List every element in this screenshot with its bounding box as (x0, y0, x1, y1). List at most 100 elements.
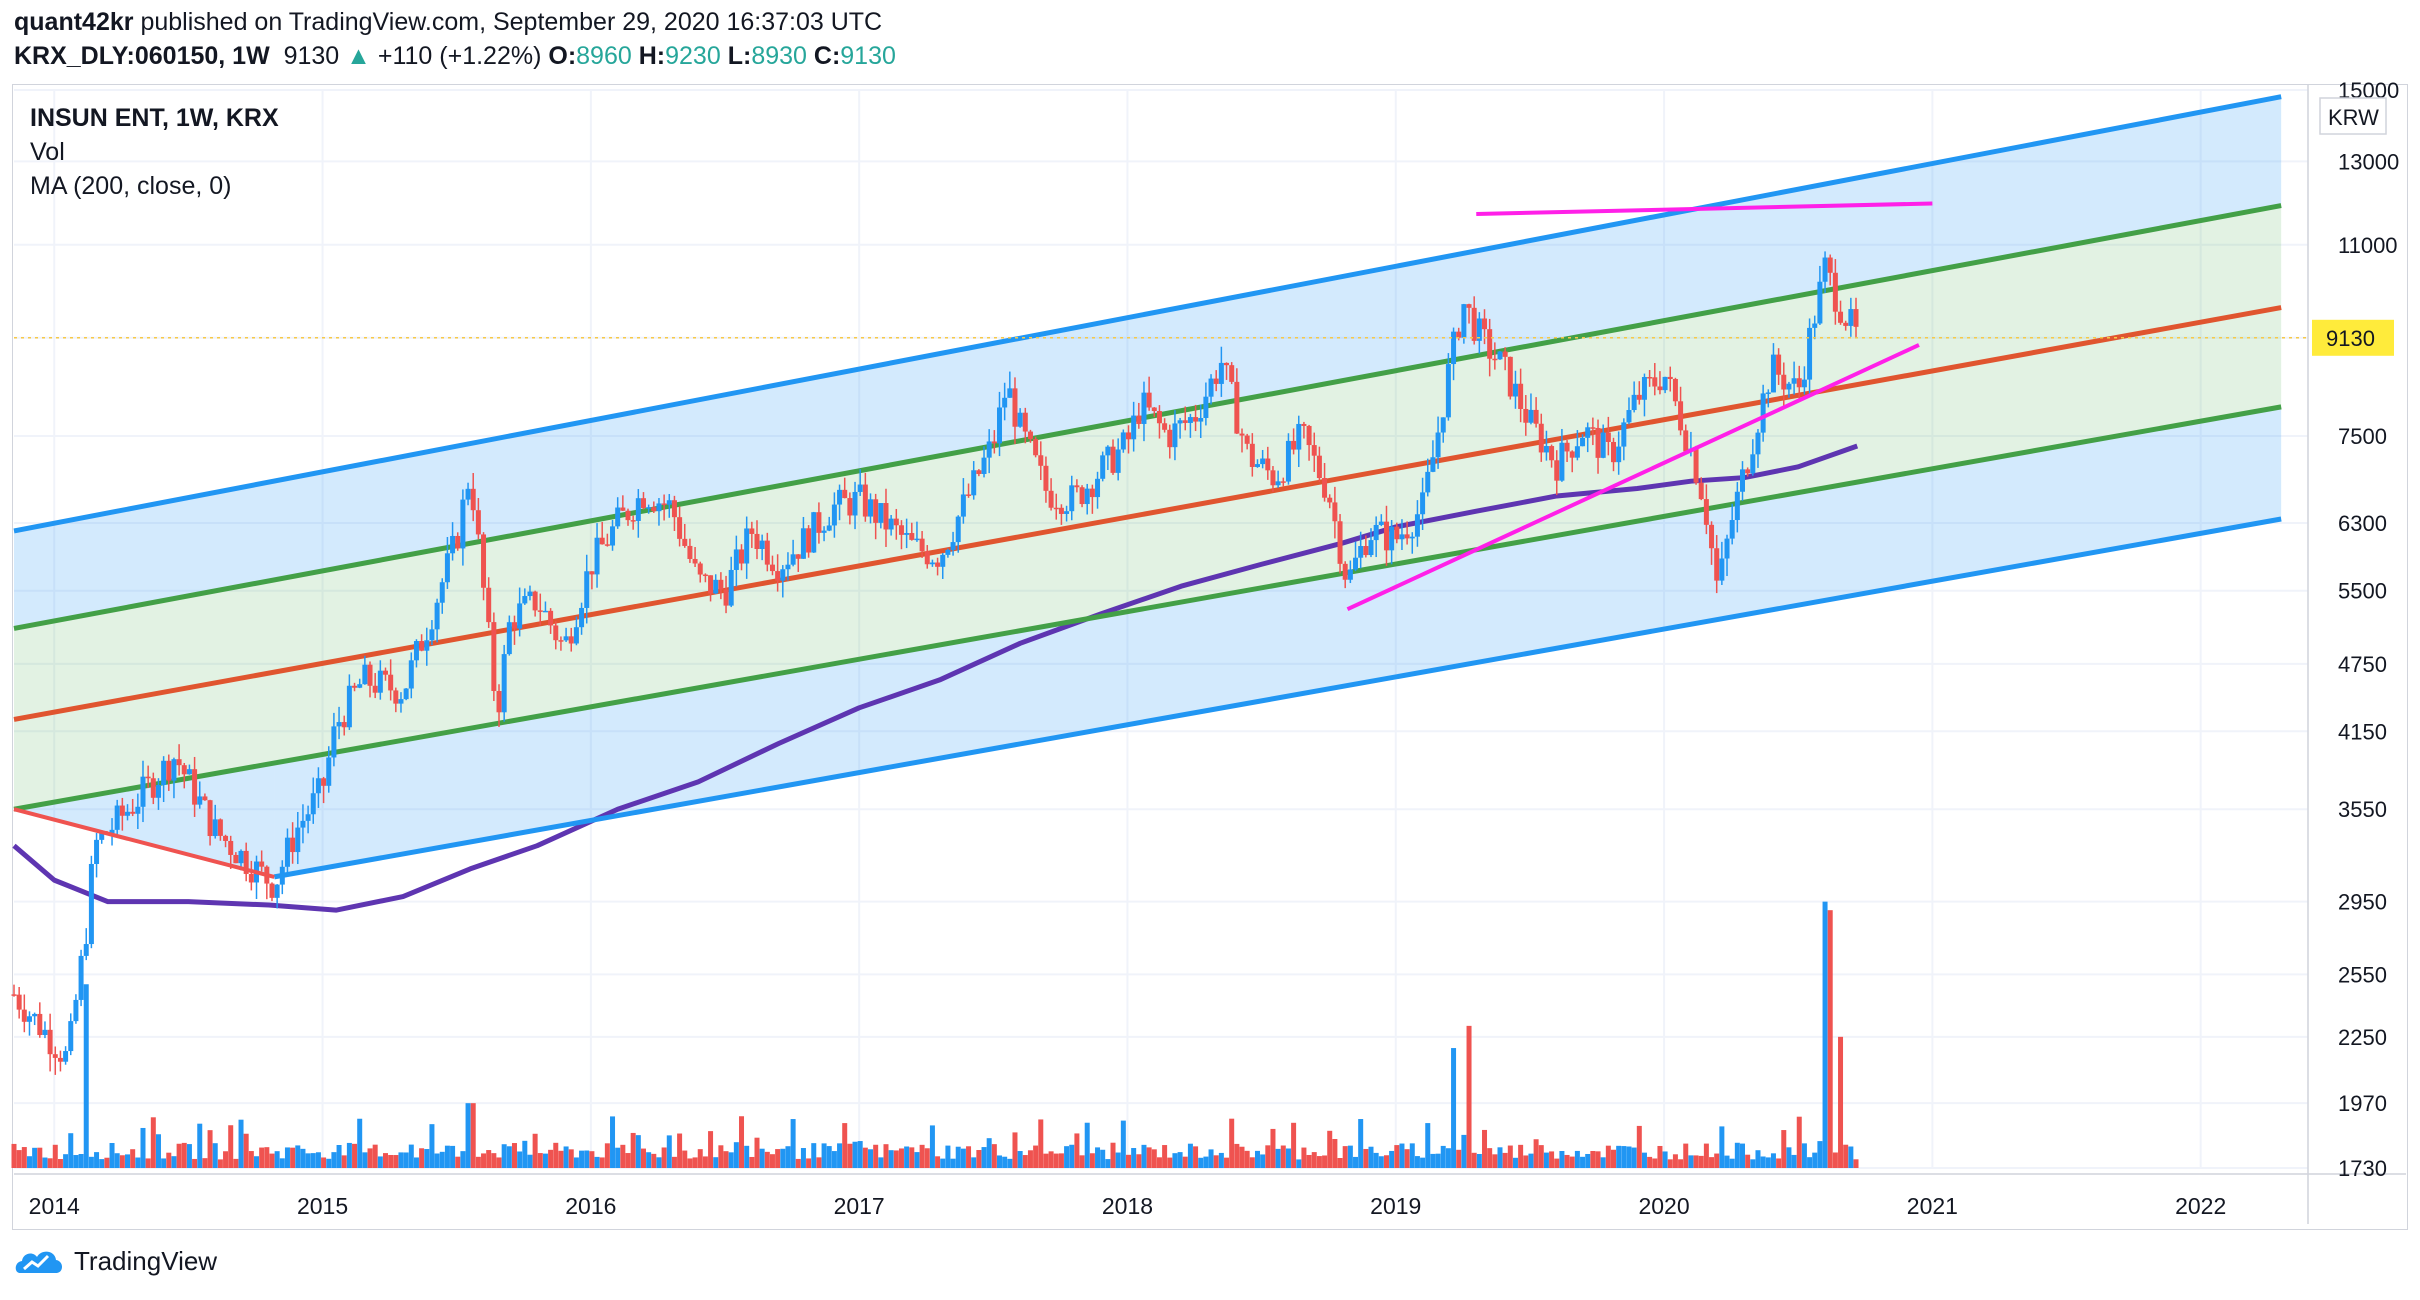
candle-body (68, 1021, 74, 1052)
volume-bar (1430, 1153, 1436, 1168)
trend-line (1346, 343, 1920, 612)
volume-bar (532, 1133, 538, 1168)
y-tick-label: 4150 (2338, 719, 2387, 744)
volume-bar (1110, 1142, 1116, 1168)
volume-bar (140, 1127, 146, 1168)
candle-body (1146, 392, 1152, 408)
volume-bar (1420, 1157, 1426, 1168)
candle-body (1167, 429, 1173, 448)
volume-bar (1198, 1157, 1204, 1168)
volume-bar (295, 1145, 301, 1168)
volume-bar (573, 1157, 579, 1168)
candle-body (888, 518, 894, 530)
volume-bar (981, 1147, 987, 1168)
volume-bar (1471, 1152, 1477, 1168)
volume-bar (537, 1153, 543, 1168)
candle-body (94, 839, 100, 864)
candle-body (1585, 427, 1591, 438)
candle-body (1187, 417, 1193, 423)
candle-body (1156, 411, 1162, 424)
volume-bar (991, 1144, 997, 1168)
candle-body (713, 579, 719, 594)
volume-bar (233, 1158, 239, 1168)
volume-bar (1652, 1158, 1658, 1168)
candle-body (1693, 448, 1699, 483)
volume-bar (1786, 1147, 1792, 1168)
candle-body (450, 535, 456, 554)
candle-body (1543, 446, 1549, 453)
volume-bar (274, 1151, 280, 1168)
legend-title: INSUN ENT, 1W, KRX (30, 104, 279, 132)
candle-body (842, 489, 848, 499)
author-name[interactable]: quant42kr (14, 8, 134, 36)
legend-vol[interactable]: Vol (30, 138, 65, 166)
candle-body (1616, 446, 1622, 463)
candle-body (584, 571, 590, 608)
candle-body (393, 690, 399, 704)
volume-bar (202, 1158, 208, 1168)
volume-bar (166, 1152, 172, 1168)
candle-body (1383, 521, 1389, 551)
candle-body (217, 819, 223, 836)
candle-body (764, 540, 770, 565)
volume-bar (305, 1153, 311, 1168)
volume-bar (1342, 1146, 1348, 1168)
volume-bar (1218, 1152, 1224, 1168)
volume-bar (1822, 901, 1828, 1168)
candle-body (1672, 378, 1678, 402)
candle-body (1590, 427, 1596, 429)
candle-body (1285, 440, 1291, 482)
volume-bar (898, 1148, 904, 1168)
legend-ma[interactable]: MA (200, close, 0) (30, 172, 232, 200)
candle-body (243, 850, 249, 874)
volume-bar (1162, 1145, 1168, 1168)
candle-body (26, 1016, 32, 1022)
volume-bar (640, 1148, 646, 1168)
volume-bar (1115, 1152, 1121, 1168)
candle-body (630, 520, 636, 522)
volume-bar (1564, 1154, 1570, 1168)
candle-body (1394, 526, 1400, 540)
candle-body (682, 538, 688, 546)
candle-body (166, 760, 172, 781)
candle-body (1131, 415, 1137, 440)
candle-body (429, 629, 435, 641)
candle-body (145, 776, 151, 779)
volume-bar (718, 1145, 724, 1168)
volume-bar (1280, 1145, 1286, 1168)
candle-body (589, 571, 595, 575)
volume-bar (1631, 1147, 1637, 1168)
y-tick-label: 11000 (2338, 233, 2398, 258)
candle-body (109, 829, 115, 835)
candle-body (821, 530, 827, 533)
candle-body (1848, 309, 1854, 326)
trend-line (1476, 201, 1933, 217)
volume-bar (522, 1140, 528, 1168)
candle-body (1703, 499, 1709, 525)
candle-body (382, 670, 388, 675)
candle-body (878, 503, 884, 523)
candle-body (1528, 409, 1534, 423)
x-tick-label: 2017 (834, 1193, 885, 1219)
volume-bar (1125, 1154, 1131, 1168)
volume-bar (862, 1147, 868, 1168)
candle-body (687, 545, 693, 559)
candle-body (372, 685, 378, 693)
candle-body (1353, 557, 1359, 570)
volume-bar (419, 1148, 425, 1168)
close-label: C: (813, 42, 841, 70)
volume-bar (413, 1157, 419, 1168)
volume-bar (769, 1154, 775, 1168)
candle-body (966, 494, 972, 496)
volume-bar (1781, 1130, 1787, 1168)
volume-bar (1151, 1149, 1157, 1168)
volume-bar (455, 1156, 461, 1168)
footer-brand[interactable]: TradingView (14, 1246, 217, 1277)
volume-bar (1254, 1150, 1260, 1168)
volume-bar (1120, 1120, 1126, 1168)
candle-body (1631, 394, 1637, 411)
channel-fill-left (14, 763, 275, 877)
volume-bar (1538, 1145, 1544, 1168)
candle-body (207, 800, 213, 837)
